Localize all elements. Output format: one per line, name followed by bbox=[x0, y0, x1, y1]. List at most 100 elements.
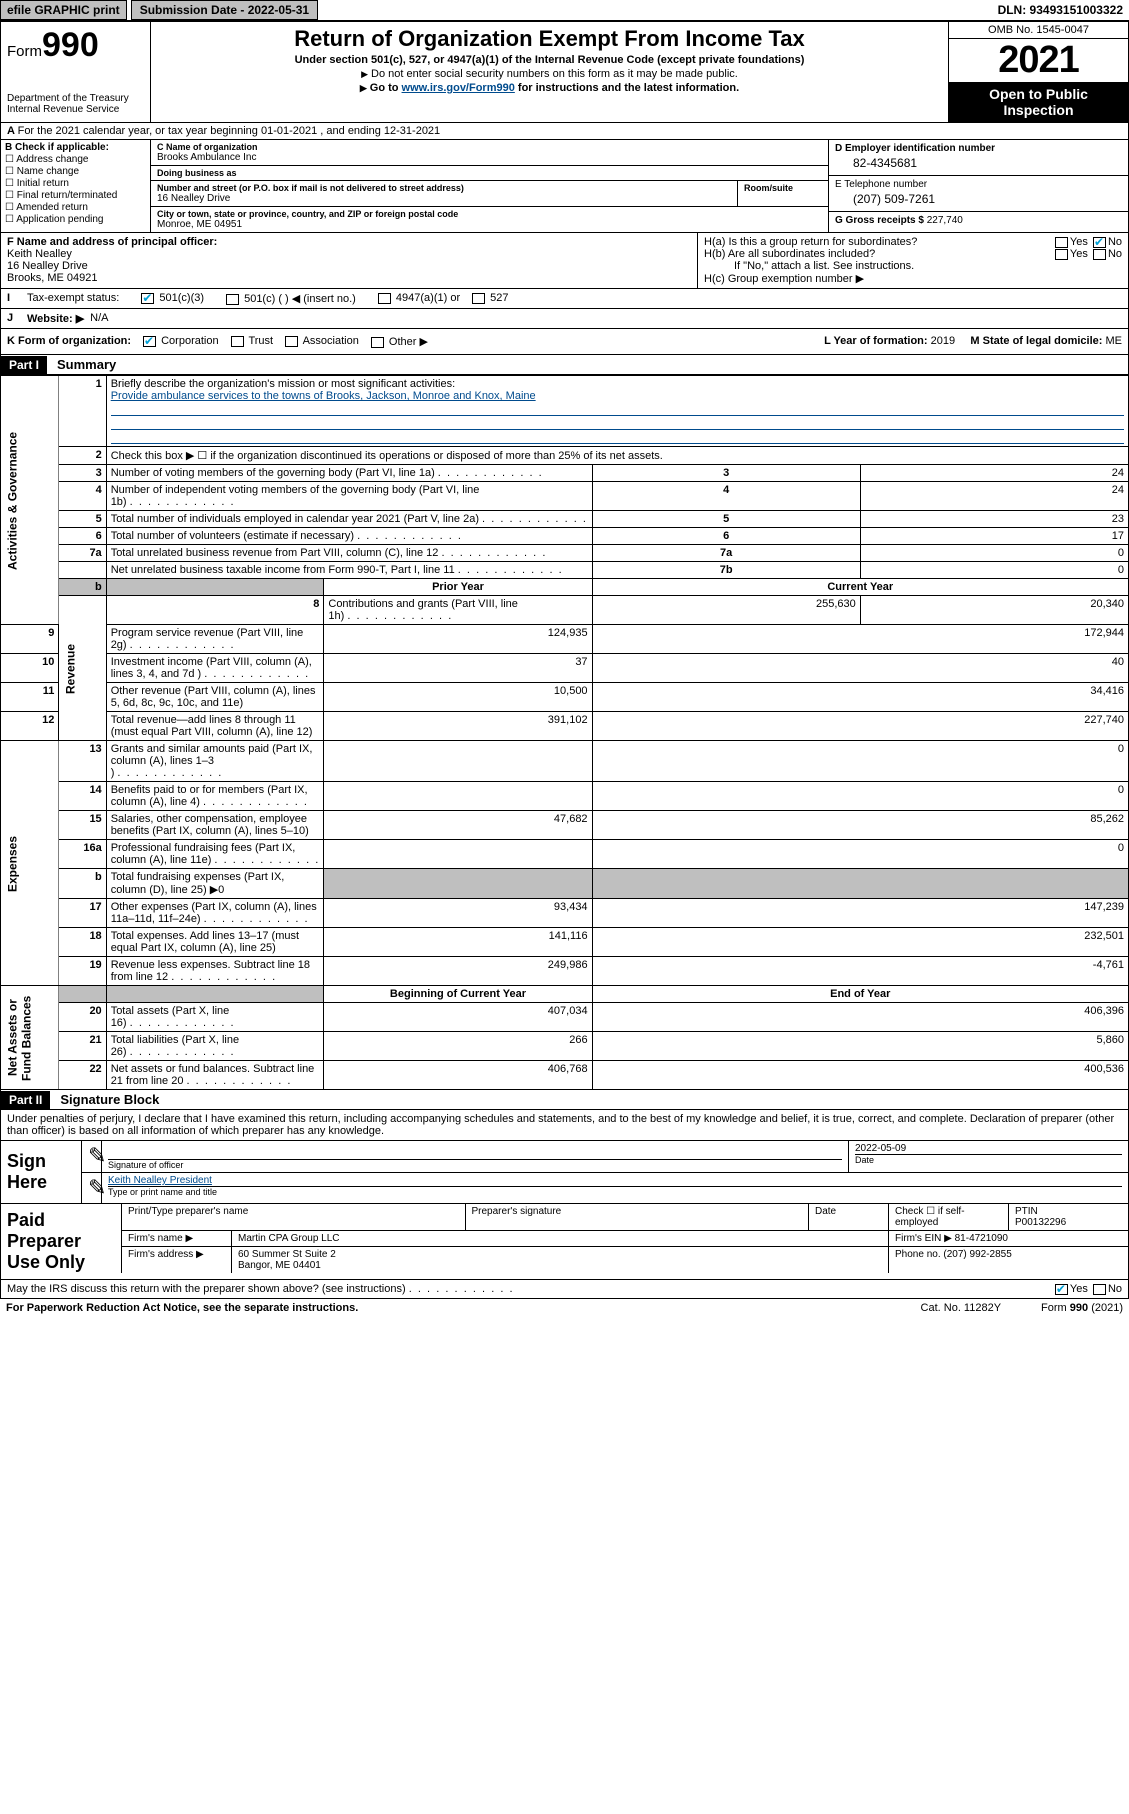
l-label: L Year of formation: bbox=[824, 335, 928, 347]
paid-preparer-label: Paid Preparer Use Only bbox=[1, 1204, 121, 1279]
row-k: K Form of organization: Corporation Trus… bbox=[0, 329, 1129, 355]
note-link: Go to www.irs.gov/Form990 for instructio… bbox=[159, 82, 940, 94]
i-527[interactable] bbox=[472, 293, 485, 304]
line8-curr: 20,340 bbox=[860, 596, 1128, 625]
line7a-text: Total unrelated business revenue from Pa… bbox=[111, 547, 546, 559]
firm-ein: 81-4721090 bbox=[955, 1233, 1008, 1244]
self-employed-check[interactable]: Check ☐ if self-employed bbox=[888, 1204, 1008, 1230]
section-revenue: Revenue bbox=[59, 596, 106, 741]
ptin-value: P00132296 bbox=[1015, 1217, 1066, 1228]
ein-value: 82-4345681 bbox=[835, 154, 1122, 172]
note-post: for instructions and the latest informat… bbox=[515, 82, 739, 94]
i-501c[interactable] bbox=[226, 294, 239, 305]
note-pre: Go to bbox=[370, 82, 402, 94]
dba-label: Doing business as bbox=[157, 168, 822, 178]
tel-label: E Telephone number bbox=[835, 179, 1122, 190]
i-501c3[interactable] bbox=[141, 293, 154, 304]
firm-phone: (207) 992-2855 bbox=[943, 1249, 1011, 1260]
box-b: B Check if applicable: ☐ Address change … bbox=[1, 140, 151, 232]
k-trust[interactable] bbox=[231, 336, 244, 347]
tel-value: (207) 509-7261 bbox=[835, 190, 1122, 208]
sign-here-label: Sign Here bbox=[1, 1141, 81, 1203]
line16b-text: Total fundraising expenses (Part IX, col… bbox=[111, 871, 285, 896]
ha-yes[interactable] bbox=[1055, 237, 1068, 248]
l-value: 2019 bbox=[931, 335, 955, 347]
k-assoc[interactable] bbox=[285, 336, 298, 347]
discuss-text: May the IRS discuss this return with the… bbox=[7, 1283, 513, 1295]
form-header: Form990 Department of the Treasury Inter… bbox=[0, 21, 1129, 123]
row-a-tax-year: A For the 2021 calendar year, or tax yea… bbox=[0, 123, 1129, 140]
note-ssn: Do not enter social security numbers on … bbox=[159, 68, 940, 80]
opt-initial-return[interactable]: ☐ Initial return bbox=[5, 178, 146, 189]
section-expenses: Expenses bbox=[1, 741, 59, 986]
k-other[interactable] bbox=[371, 337, 384, 348]
line8-prior: 255,630 bbox=[592, 596, 860, 625]
summary-table: Activities & Governance 1 Briefly descri… bbox=[0, 375, 1129, 1090]
declaration-text: Under penalties of perjury, I declare th… bbox=[1, 1110, 1128, 1140]
line18-text: Total expenses. Add lines 13–17 (must eq… bbox=[111, 930, 299, 954]
firm-ein-label: Firm's EIN ▶ bbox=[895, 1233, 952, 1244]
opt-amended[interactable]: ☐ Amended return bbox=[5, 202, 146, 213]
i-label: I bbox=[7, 292, 27, 305]
hb-no[interactable] bbox=[1093, 249, 1106, 260]
line3-text: Number of voting members of the governin… bbox=[111, 467, 542, 479]
h-b-note: If "No," attach a list. See instructions… bbox=[704, 260, 1122, 272]
ein-label: D Employer identification number bbox=[835, 143, 1122, 154]
street-value: 16 Nealley Drive bbox=[157, 193, 731, 204]
form-title: Return of Organization Exempt From Incom… bbox=[159, 26, 940, 52]
date-label: Date bbox=[855, 1154, 1122, 1165]
hb-yes[interactable] bbox=[1055, 249, 1068, 260]
part1-title: Summary bbox=[47, 355, 126, 374]
irs-link[interactable]: www.irs.gov/Form990 bbox=[402, 82, 515, 94]
preparer-sig-hdr: Preparer's signature bbox=[465, 1204, 809, 1230]
gross-value: 227,740 bbox=[927, 215, 963, 226]
form-prefix: Form bbox=[7, 43, 42, 60]
row-i: I Tax-exempt status: 501(c)(3) 501(c) ( … bbox=[0, 289, 1129, 309]
sig-officer-label: Signature of officer bbox=[108, 1159, 842, 1170]
k-corp[interactable] bbox=[143, 336, 156, 347]
line13-text: Grants and similar amounts paid (Part IX… bbox=[111, 743, 313, 779]
org-name-label: C Name of organization bbox=[157, 142, 822, 152]
pen-icon: ✎ bbox=[81, 1141, 101, 1172]
opt-app-pending[interactable]: ☐ Application pending bbox=[5, 214, 146, 225]
page-footer: For Paperwork Reduction Act Notice, see … bbox=[0, 1299, 1129, 1317]
pen-icon-2: ✎ bbox=[81, 1173, 101, 1203]
omb-number: OMB No. 1545-0047 bbox=[949, 22, 1128, 39]
submission-date: Submission Date - 2022-05-31 bbox=[131, 0, 318, 20]
i-4947[interactable] bbox=[378, 293, 391, 304]
org-name: Brooks Ambulance Inc bbox=[157, 152, 822, 163]
ptin-label: PTIN bbox=[1015, 1206, 1038, 1217]
k-label: K Form of organization: bbox=[7, 335, 131, 348]
signature-block: Under penalties of perjury, I declare th… bbox=[0, 1110, 1129, 1299]
opt-address-change[interactable]: ☐ Address change bbox=[5, 154, 146, 165]
firm-name: Martin CPA Group LLC bbox=[231, 1231, 888, 1246]
cat-no: Cat. No. 11282Y bbox=[921, 1302, 1002, 1314]
line19-text: Revenue less expenses. Subtract line 18 … bbox=[111, 959, 310, 983]
line21-text: Total liabilities (Part X, line 26) bbox=[111, 1034, 239, 1058]
city-label: City or town, state or province, country… bbox=[157, 209, 822, 219]
discuss-no[interactable] bbox=[1093, 1284, 1106, 1295]
firm-phone-label: Phone no. bbox=[895, 1249, 941, 1260]
opt-final-return[interactable]: ☐ Final return/terminated bbox=[5, 190, 146, 201]
opt-name-change[interactable]: ☐ Name change bbox=[5, 166, 146, 177]
prior-year-hdr: Prior Year bbox=[324, 579, 592, 596]
department-label: Department of the Treasury Internal Reve… bbox=[7, 93, 144, 115]
part1-label: Part I bbox=[1, 356, 47, 374]
h-c: H(c) Group exemption number ▶ bbox=[704, 272, 1122, 285]
h-a: H(a) Is this a group return for subordin… bbox=[704, 236, 1122, 248]
line7b-value: 0 bbox=[860, 562, 1128, 579]
discuss-yes[interactable] bbox=[1055, 1284, 1068, 1295]
j-text: Website: ▶ bbox=[27, 312, 84, 325]
top-bar: efile GRAPHIC print Submission Date - 20… bbox=[0, 0, 1129, 21]
form-ref: Form 990 (2021) bbox=[1041, 1302, 1123, 1314]
officer-name-title: Keith Nealley President bbox=[108, 1175, 1122, 1186]
efile-button[interactable]: efile GRAPHIC print bbox=[0, 0, 127, 20]
tax-year-text: For the 2021 calendar year, or tax year … bbox=[18, 125, 441, 137]
sig-date: 2022-05-09 bbox=[855, 1143, 1122, 1154]
line20-text: Total assets (Part X, line 16) bbox=[111, 1005, 234, 1029]
ha-no[interactable] bbox=[1093, 237, 1106, 248]
boy-hdr: Beginning of Current Year bbox=[324, 986, 592, 1003]
line8-text: Contributions and grants (Part VIII, lin… bbox=[328, 598, 518, 622]
part2-title: Signature Block bbox=[50, 1090, 169, 1109]
room-label: Room/suite bbox=[744, 183, 822, 193]
